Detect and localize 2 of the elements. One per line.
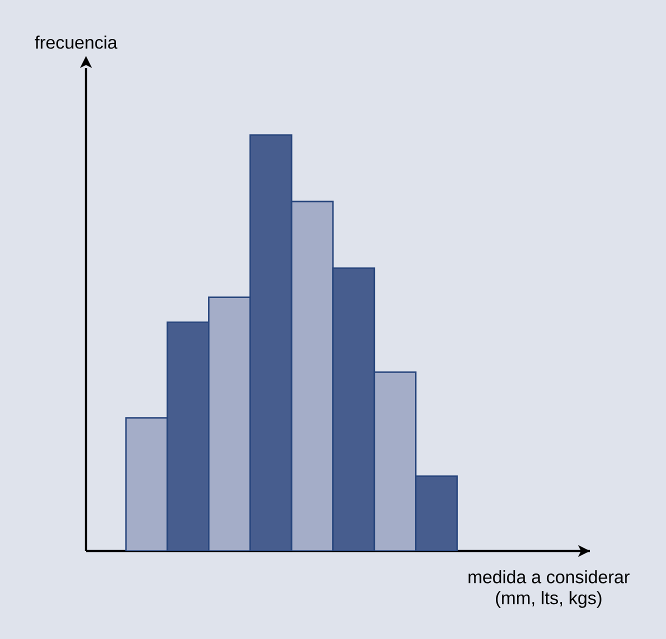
- x-axis-title: medida a considerar (mm, lts, kgs): [468, 570, 630, 608]
- y-axis-title: frecuencia: [34, 36, 118, 49]
